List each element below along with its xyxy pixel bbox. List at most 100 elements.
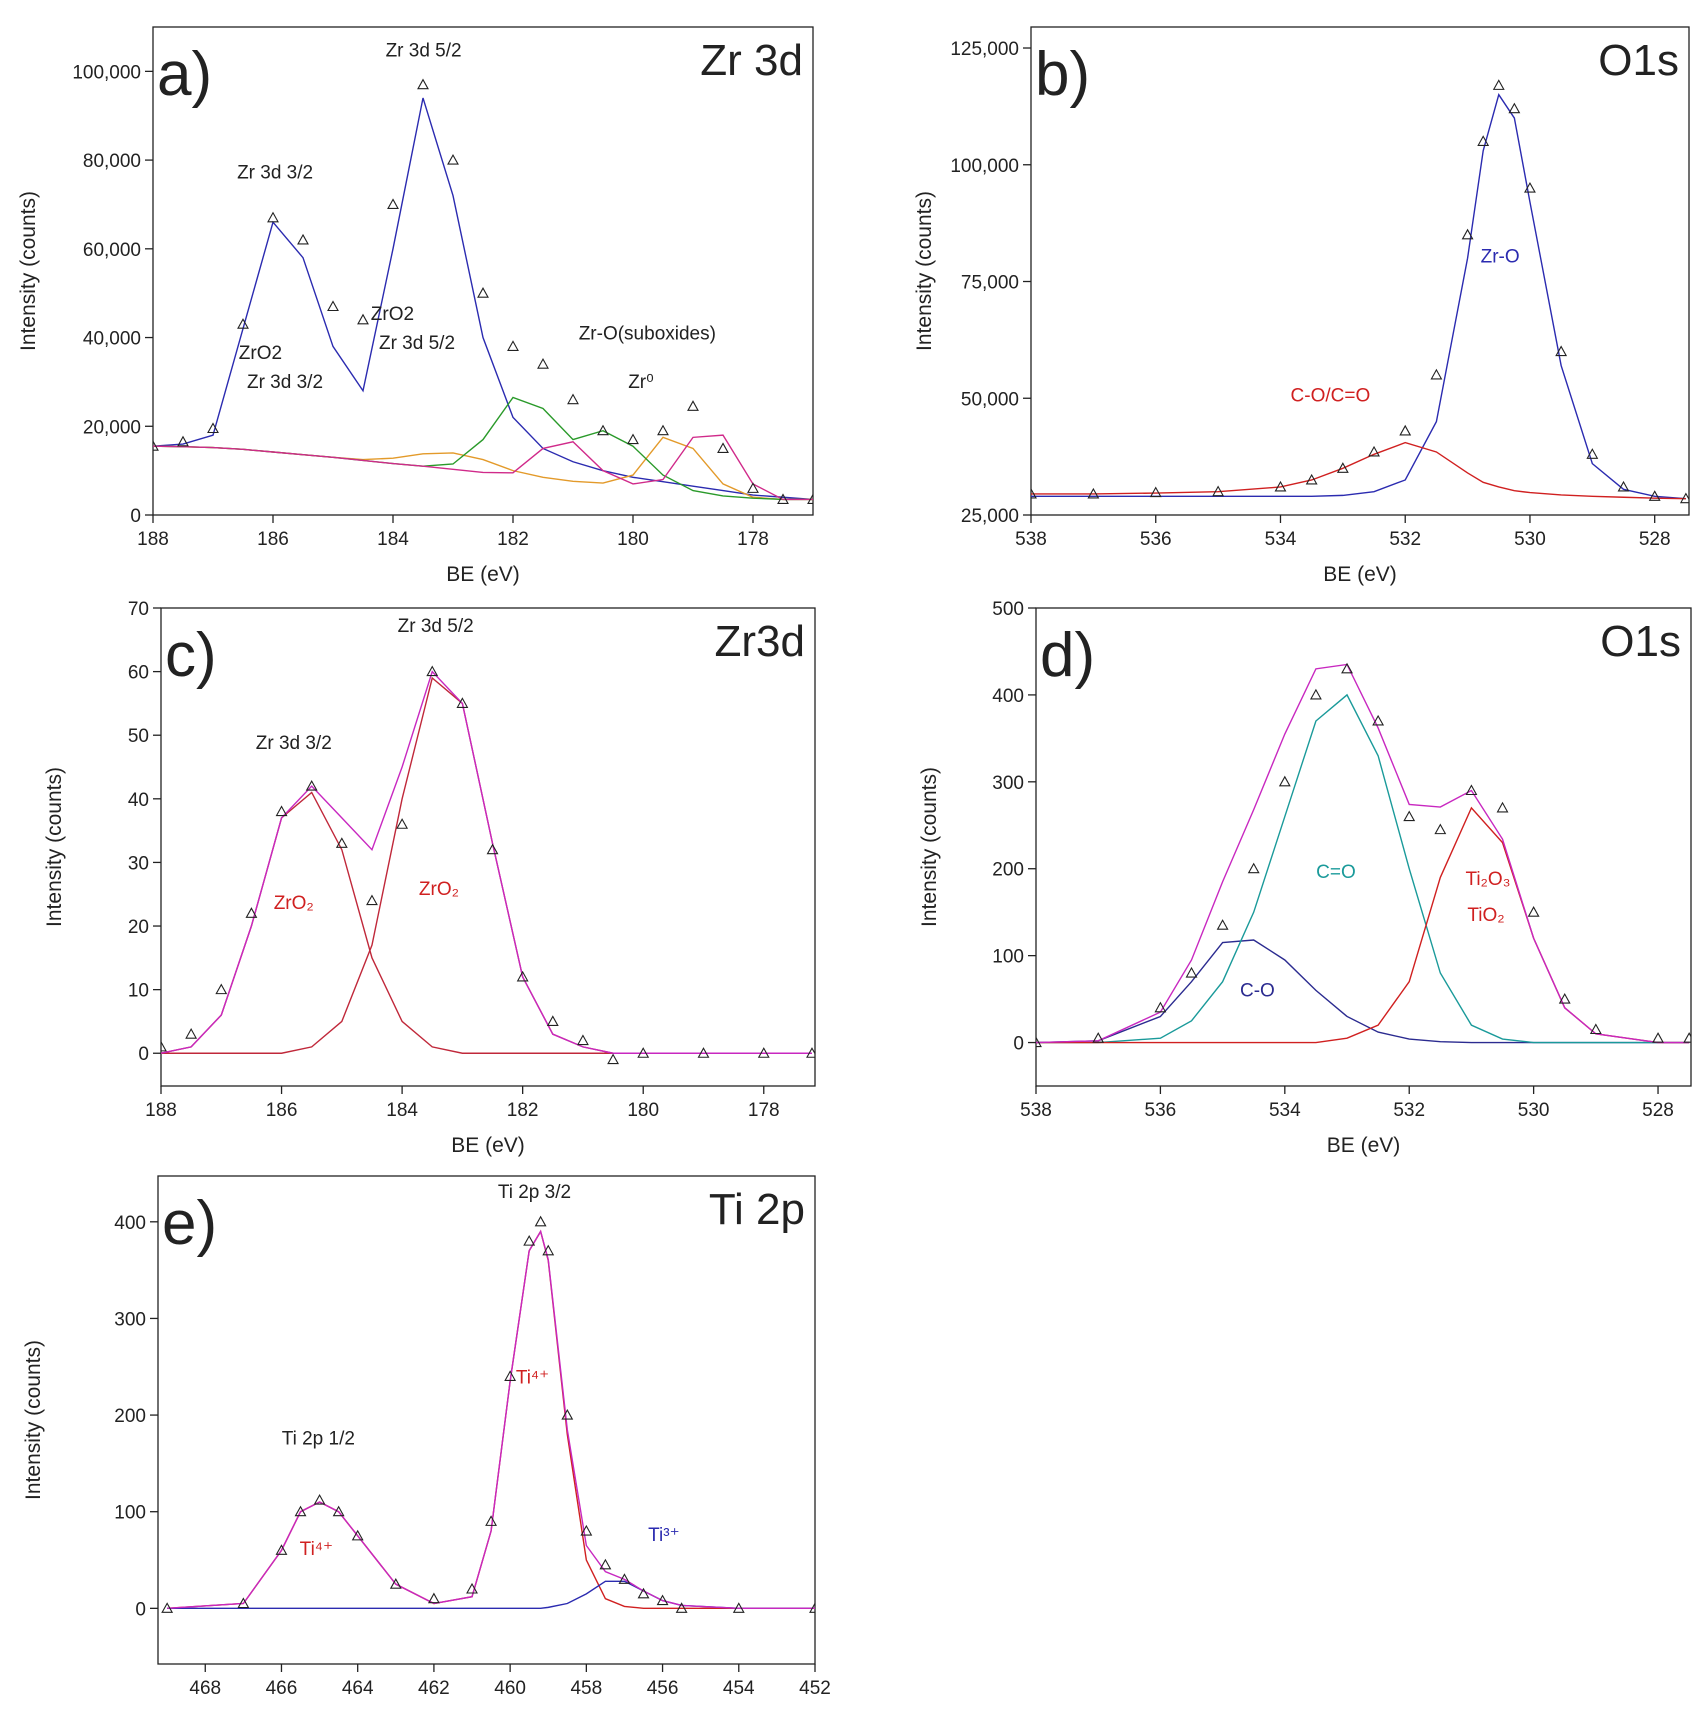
data-point (567, 393, 579, 405)
data-point (1524, 181, 1536, 193)
annotation: ZrO₂ (274, 893, 314, 914)
data-point (207, 422, 219, 434)
data-point (486, 843, 499, 855)
data-point (1527, 906, 1540, 917)
y-tick-label: 60,000 (83, 240, 141, 261)
annotation: Zr⁰ (628, 372, 654, 393)
panel: 25,000 50,000 75,000 100,000 125,000 538 536 53… (913, 26, 1690, 586)
data-point (637, 1587, 650, 1599)
y-tick-label: 0 (1013, 1034, 1024, 1055)
y-tick-label: 100,000 (950, 156, 1019, 177)
data-point (627, 433, 639, 445)
data-point (1465, 784, 1478, 796)
y-tick-label: 60 (128, 663, 149, 684)
data-point (717, 442, 729, 454)
data-point (1216, 919, 1229, 930)
fit-curve (153, 97, 813, 501)
data-point (1341, 662, 1353, 674)
x-tick-label: 534 (1269, 1100, 1301, 1121)
data-point (1430, 368, 1443, 380)
y-axis-title: Intensity (counts) (22, 1340, 45, 1500)
x-tick-label: 182 (507, 1100, 539, 1121)
data-point (687, 400, 699, 411)
y-tick-label: 0 (138, 1044, 149, 1065)
y-tick-label: 400 (114, 1213, 146, 1234)
data-point (1368, 445, 1380, 457)
y-tick-label: 100 (992, 947, 1024, 968)
x-axis-title: BE (eV) (1323, 563, 1397, 586)
data-point (237, 318, 249, 329)
data-point (275, 1544, 288, 1555)
data-point (447, 153, 459, 165)
x-tick-label: 530 (1518, 1100, 1550, 1121)
x-tick-label: 458 (570, 1678, 602, 1699)
data-point (1434, 823, 1447, 835)
data-point (1309, 688, 1322, 700)
fit-curve (1036, 939, 1690, 1044)
plot-frame (1035, 607, 1692, 1087)
data-point (577, 1034, 589, 1046)
data-point (747, 482, 759, 493)
x-tick-label: 528 (1639, 529, 1671, 550)
data-point (357, 313, 369, 325)
data-point (732, 1602, 745, 1613)
data-point (657, 424, 669, 436)
data-point (1555, 345, 1568, 357)
panel: 0 10 20 30 40 50 60 70 188 186 184 182 180 178 BE (eV)… (43, 599, 816, 1157)
plot-area (161, 1215, 815, 1613)
y-tick-label: 100,000 (72, 62, 141, 83)
plot-frame (1030, 26, 1690, 516)
x-tick-label: 538 (1020, 1100, 1052, 1121)
annotation: Zr 3d 3/2 (247, 372, 323, 393)
data-point (332, 1505, 345, 1517)
fit-curve (1036, 663, 1690, 1044)
data-point (656, 1594, 669, 1606)
data-point (1683, 1032, 1691, 1043)
fit-curve (161, 791, 812, 1054)
x-tick-label: 182 (497, 529, 529, 550)
data-point (809, 1602, 815, 1613)
x-axis-title: BE (eV) (446, 563, 520, 586)
x-tick-label: 536 (1140, 529, 1172, 550)
data-point (245, 907, 258, 918)
annotation: ZrO2 (371, 304, 414, 325)
data-point (275, 805, 288, 817)
plot-area (1031, 79, 1689, 504)
annotation: C=O (1316, 862, 1356, 883)
data-point (153, 440, 159, 451)
panel-title: Zr 3d (700, 36, 803, 85)
data-point (1336, 462, 1349, 473)
data-point (313, 1493, 326, 1505)
data-point (267, 211, 279, 223)
x-tick-label: 530 (1514, 529, 1546, 550)
annotation: Ti₂O₃ (1465, 869, 1510, 890)
y-tick-label: 200 (114, 1406, 146, 1427)
data-point (1508, 102, 1521, 114)
data-point (1492, 79, 1505, 90)
data-point (777, 493, 789, 505)
y-tick-label: 50,000 (961, 389, 1019, 410)
data-point (161, 1040, 167, 1052)
data-point (335, 837, 348, 848)
data-point (1558, 992, 1571, 1004)
fit-curve (1036, 806, 1690, 1044)
data-point (426, 665, 439, 677)
data-point (1036, 1036, 1042, 1048)
panel-title: O1s (1600, 617, 1681, 666)
annotation: Zr-O(suboxides) (579, 323, 716, 344)
y-tick-label: 300 (992, 773, 1024, 794)
y-tick-label: 0 (130, 506, 141, 527)
annotation: Ti 2p 1/2 (282, 1428, 355, 1449)
x-tick-label: 528 (1642, 1100, 1674, 1121)
data-point (417, 78, 429, 90)
x-tick-label: 178 (748, 1100, 780, 1121)
data-point (1274, 480, 1287, 492)
x-tick-label: 532 (1393, 1100, 1425, 1121)
y-tick-label: 80,000 (83, 151, 141, 172)
x-tick-label: 188 (137, 529, 169, 550)
data-point (389, 1578, 402, 1589)
y-tick-label: 75,000 (961, 273, 1019, 294)
x-tick-label: 180 (627, 1100, 659, 1121)
y-tick-label: 400 (992, 686, 1024, 707)
